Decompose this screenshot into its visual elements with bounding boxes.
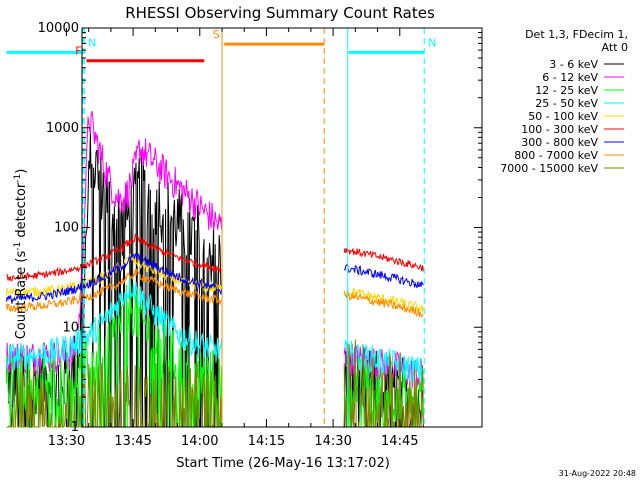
legend-label: 12 - 25 keV <box>535 84 598 97</box>
y-axis-label: Count Rate (s-1 detector-1) <box>13 169 29 340</box>
legend-label: 100 - 300 keV <box>521 123 598 136</box>
series-line <box>6 362 223 429</box>
series-line <box>343 247 424 272</box>
flag-label: N <box>88 36 96 49</box>
legend-label: 3 - 6 keV <box>549 58 598 71</box>
legend-header: Det 1,3, FDecim 1, <box>525 28 628 41</box>
series-line <box>343 263 424 289</box>
series-line <box>5 267 222 313</box>
series-25-50keV <box>5 274 424 383</box>
x-tick-label: 13:45 <box>114 434 151 449</box>
y-tick-label: 10000 <box>38 21 79 36</box>
y-tick-label: 100 <box>54 221 79 236</box>
x-tick-label: 14:30 <box>314 434 351 449</box>
y-tick-label: 10 <box>62 320 79 335</box>
series-line <box>5 110 223 376</box>
timestamp: 31-Aug-2022 20:48 <box>559 469 636 478</box>
series-300-800keV <box>5 253 424 304</box>
x-axis-label: Start Time (26-May-16 13:17:02) <box>176 456 390 471</box>
legend-header: Att 0 <box>602 41 628 54</box>
legend-label: 25 - 50 keV <box>535 97 598 110</box>
series-800-7000keV <box>5 267 424 319</box>
chart-title: RHESSI Observing Summary Count Rates <box>125 4 435 22</box>
flag-label: F <box>75 45 81 58</box>
legend-label: 50 - 100 keV <box>528 110 598 123</box>
flag-label: S <box>213 28 220 41</box>
x-tick-label: 14:15 <box>248 434 285 449</box>
legend-label: 300 - 800 keV <box>521 136 598 149</box>
series-line <box>5 274 223 371</box>
series-line <box>343 290 424 319</box>
y-tick-label: 1 <box>71 420 79 435</box>
flag-label: N <box>428 36 436 49</box>
legend-label: 800 - 7000 keV <box>514 149 598 162</box>
legend-label: 7000 - 15000 keV <box>500 162 598 175</box>
y-tick-label: 1000 <box>46 121 79 136</box>
x-tick-label: 14:45 <box>381 434 418 449</box>
series-100-300keV <box>6 233 424 282</box>
series-line <box>6 233 222 282</box>
series-line <box>5 253 223 304</box>
x-tick-label: 14:00 <box>181 434 218 449</box>
x-tick-label: 13:30 <box>48 434 85 449</box>
series-line <box>343 339 424 383</box>
legend-label: 6 - 12 keV <box>542 71 598 84</box>
